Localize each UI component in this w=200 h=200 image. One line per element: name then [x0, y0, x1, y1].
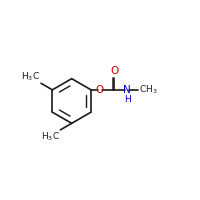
Text: H: H: [124, 95, 131, 104]
Text: N: N: [123, 85, 131, 95]
Text: H$_3$C: H$_3$C: [21, 70, 40, 83]
Text: O: O: [110, 66, 119, 76]
Text: CH$_3$: CH$_3$: [139, 84, 158, 96]
Text: O: O: [95, 85, 104, 95]
Text: H$_3$C: H$_3$C: [41, 131, 60, 143]
